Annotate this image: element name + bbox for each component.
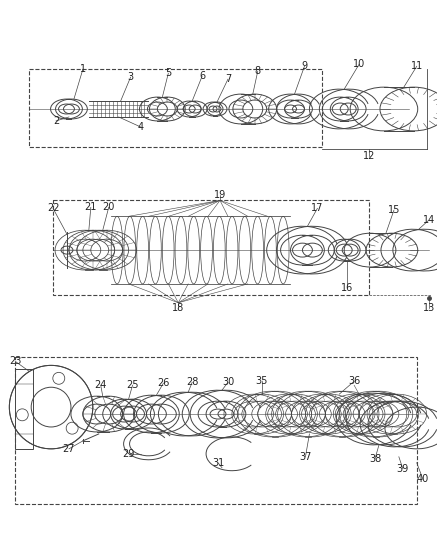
Text: 7: 7 xyxy=(225,74,231,84)
Text: 5: 5 xyxy=(165,68,171,78)
Text: 3: 3 xyxy=(127,72,134,82)
Text: 27: 27 xyxy=(63,444,75,454)
Text: 16: 16 xyxy=(341,283,353,293)
Text: 21: 21 xyxy=(85,203,97,212)
Text: 17: 17 xyxy=(311,204,324,213)
Text: 35: 35 xyxy=(255,376,268,386)
Text: 39: 39 xyxy=(397,464,409,474)
Text: 10: 10 xyxy=(353,59,365,69)
Text: 8: 8 xyxy=(254,66,261,76)
Text: 40: 40 xyxy=(417,474,429,483)
Text: 14: 14 xyxy=(423,215,435,225)
Text: 25: 25 xyxy=(126,380,139,390)
Text: 1: 1 xyxy=(80,64,86,74)
Ellipse shape xyxy=(9,365,93,449)
Text: 26: 26 xyxy=(157,378,170,388)
Text: 22: 22 xyxy=(47,204,59,213)
Text: 20: 20 xyxy=(102,203,115,212)
Text: 11: 11 xyxy=(410,61,423,71)
Text: 29: 29 xyxy=(122,449,135,459)
Text: 31: 31 xyxy=(212,458,224,468)
Text: 2: 2 xyxy=(53,116,59,126)
Text: 38: 38 xyxy=(369,454,381,464)
Text: 12: 12 xyxy=(363,151,375,161)
Text: 19: 19 xyxy=(214,190,226,200)
Text: 24: 24 xyxy=(95,380,107,390)
Text: 15: 15 xyxy=(388,205,400,215)
Text: 13: 13 xyxy=(423,303,435,313)
Text: 37: 37 xyxy=(299,452,311,462)
Text: 18: 18 xyxy=(172,303,184,313)
Text: 4: 4 xyxy=(138,122,144,132)
Text: 9: 9 xyxy=(301,61,307,71)
Text: 30: 30 xyxy=(222,377,234,387)
Text: 28: 28 xyxy=(186,377,198,387)
Text: 6: 6 xyxy=(199,71,205,81)
Text: 36: 36 xyxy=(348,376,360,386)
Text: 23: 23 xyxy=(9,357,21,366)
